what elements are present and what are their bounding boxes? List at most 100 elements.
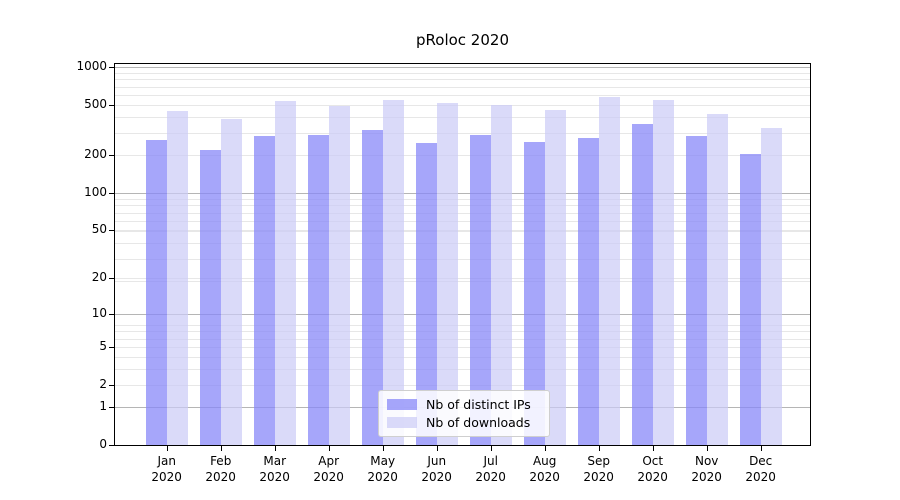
minor-gridline (115, 95, 810, 96)
x-tick-label: Aug 2020 (513, 453, 577, 485)
minor-gridline (115, 258, 810, 260)
minor-gridline (115, 231, 810, 232)
minor-gridline (115, 154, 810, 156)
x-tick-label: Dec 2020 (729, 453, 793, 485)
bar-distinct-ips (469, 134, 491, 445)
minor-gridline (115, 384, 810, 386)
minor-gridline (115, 117, 810, 119)
minor-gridline (115, 104, 810, 106)
minor-gridline (115, 338, 810, 340)
x-tick-year: 2020 (691, 470, 722, 484)
x-tick-year: 2020 (529, 470, 560, 484)
x-tick-mark (166, 446, 168, 451)
x-tick-year: 2020 (313, 470, 344, 484)
minor-gridline (115, 347, 810, 348)
bar-downloads (328, 106, 350, 445)
bar-distinct-ips (415, 142, 437, 445)
major-gridline (115, 313, 810, 315)
x-tick-year: 2020 (205, 470, 236, 484)
minor-gridline (115, 221, 810, 222)
bar-downloads (706, 113, 728, 445)
bar-distinct-ips (253, 136, 275, 445)
y-tick-mark (109, 407, 114, 409)
bar-distinct-ips (577, 137, 599, 445)
x-tick-mark (328, 446, 330, 451)
bar-downloads (274, 101, 296, 445)
y-tick-label: 100 (84, 184, 107, 199)
bar-downloads (382, 100, 404, 445)
bar-downloads (598, 97, 620, 445)
bar-distinct-ips (685, 136, 707, 445)
legend-label-distinct-ips: Nb of distinct IPs (426, 397, 531, 413)
x-tick-label: Mar 2020 (243, 453, 307, 485)
y-tick-label: 1 (99, 399, 107, 414)
bar-distinct-ips (307, 135, 329, 445)
x-tick-year: 2020 (637, 470, 668, 484)
chart-title: pRoloc 2020 (416, 31, 509, 49)
y-tick-label: 0 (99, 437, 107, 451)
bar-downloads (166, 111, 188, 445)
y-tick-label: 5 (99, 339, 107, 353)
x-tick-mark (220, 446, 222, 451)
bar-distinct-ips (361, 129, 383, 445)
x-tick-year: 2020 (745, 470, 776, 484)
plot-area (114, 63, 811, 446)
legend-swatch-downloads (387, 416, 417, 428)
x-tick-mark (652, 446, 654, 451)
y-tick-label: 50 (91, 221, 107, 236)
x-tick-label: Sep 2020 (567, 453, 631, 485)
y-tick-label: 20 (91, 270, 107, 285)
bar-distinct-ips (739, 154, 761, 445)
legend: Nb of distinct IPs Nb of downloads (378, 390, 550, 437)
x-tick-mark (598, 446, 600, 451)
y-tick-mark (109, 445, 114, 446)
x-tick-year: 2020 (475, 470, 506, 484)
y-tick-mark (109, 229, 114, 231)
y-tick-mark (109, 104, 114, 106)
minor-gridline (115, 229, 810, 231)
minor-gridline (115, 86, 810, 88)
x-tick-label: Jul 2020 (459, 453, 523, 485)
x-tick-year: 2020 (259, 470, 290, 484)
x-tick-mark (436, 446, 438, 451)
y-tick-mark (109, 192, 114, 194)
bar-downloads (490, 105, 512, 445)
legend-entry-distinct-ips: Nb of distinct IPs (387, 397, 541, 412)
minor-gridline (115, 356, 810, 358)
minor-gridline (115, 324, 810, 326)
y-tick-label: 500 (84, 96, 107, 111)
bar-distinct-ips (145, 139, 167, 445)
y-tick-label: 200 (84, 146, 107, 161)
legend-label-downloads: Nb of downloads (426, 414, 531, 430)
x-tick-label: Jun 2020 (405, 453, 469, 485)
bar-distinct-ips (523, 142, 545, 445)
bar-distinct-ips (199, 149, 221, 445)
x-tick-mark (760, 446, 762, 451)
minor-gridline (115, 369, 810, 371)
minor-gridline (115, 205, 810, 207)
minor-gridline (115, 331, 810, 333)
minor-gridline (115, 198, 810, 200)
x-tick-mark (274, 446, 276, 451)
y-tick-label: 10 (91, 305, 107, 320)
x-tick-label: Feb 2020 (189, 453, 253, 485)
major-gridline (115, 67, 810, 68)
minor-gridline (115, 79, 810, 81)
minor-gridline (115, 72, 810, 74)
x-tick-label: Nov 2020 (675, 453, 739, 485)
bar-downloads (436, 102, 458, 445)
minor-gridline (115, 243, 810, 245)
x-tick-mark (544, 446, 546, 451)
y-tick-label: 2 (99, 376, 107, 391)
y-tick-label: 1000 (76, 59, 107, 73)
y-tick-mark (109, 347, 114, 348)
x-tick-label: Oct 2020 (621, 453, 685, 485)
y-tick-mark (109, 67, 114, 68)
x-tick-label: Apr 2020 (297, 453, 361, 485)
bar-downloads (760, 127, 782, 445)
x-tick-label: Jan 2020 (135, 453, 199, 485)
y-tick-mark (109, 384, 114, 386)
minor-gridline (115, 212, 810, 214)
x-tick-mark (382, 446, 384, 451)
legend-swatch-distinct-ips (387, 399, 417, 411)
